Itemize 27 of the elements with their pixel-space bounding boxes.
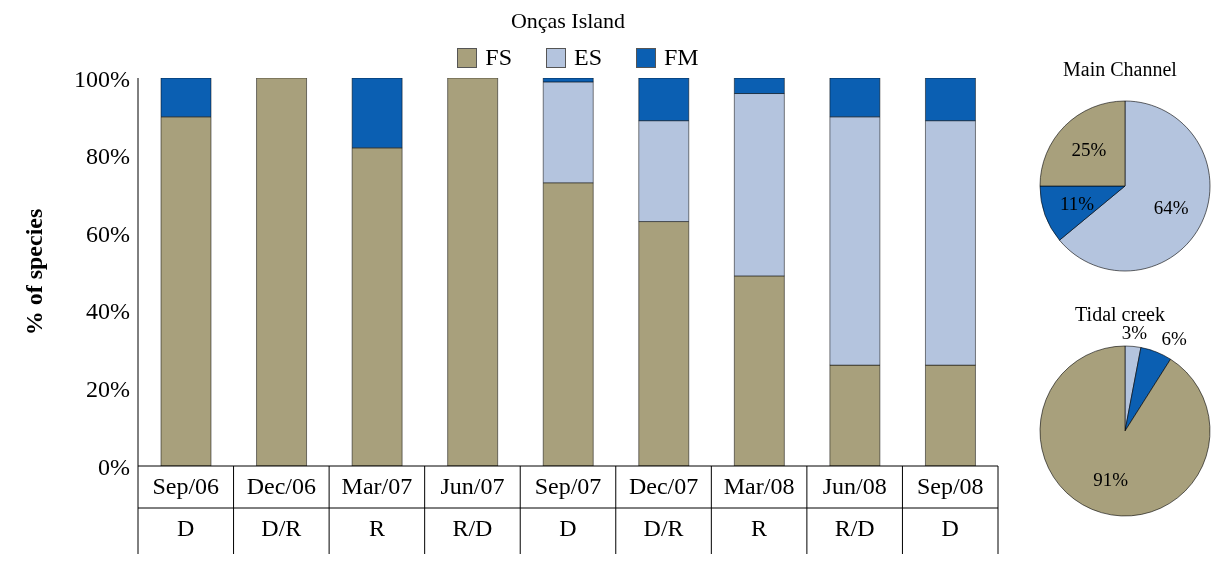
chart-title: Onças Island [509, 8, 627, 34]
y-tick-label: 80% [86, 143, 130, 170]
data-label: 91% [1093, 469, 1129, 491]
y-tick-label: 40% [86, 298, 130, 325]
data-label: 11% [1059, 192, 1095, 214]
legend-label: FM [663, 44, 699, 71]
x-tick-label: Sep/07 D [534, 473, 602, 541]
data-label: 6% [1161, 328, 1187, 350]
data-label: 25% [1071, 139, 1107, 161]
legend-label: ES [573, 44, 603, 71]
pie-slice [1039, 345, 1211, 517]
x-tick-label: Dec/06 D/R [246, 473, 316, 541]
y-tick-label: 60% [86, 220, 130, 247]
x-tick-label: Sep/08 D [916, 473, 984, 541]
y-tick-label: 100% [74, 65, 130, 92]
chart-title: Main Channel [1062, 58, 1178, 81]
x-tick-label: Mar/08 R [723, 473, 795, 541]
x-tick-label: Mar/07 R [341, 473, 413, 541]
x-tick-label: Sep/06 D [152, 473, 220, 541]
data-label: 64% [1153, 197, 1189, 219]
y-tick-label: 20% [86, 375, 130, 402]
x-tick-label: Jun/08 R/D [822, 473, 887, 541]
y-axis-title: % of species [20, 208, 47, 336]
y-tick-label: 0% [98, 453, 130, 480]
legend-label: FS [484, 44, 512, 71]
x-tick-label: Jun/07 R/D [440, 473, 505, 541]
x-tick-label: Dec/07 D/R [628, 473, 699, 541]
